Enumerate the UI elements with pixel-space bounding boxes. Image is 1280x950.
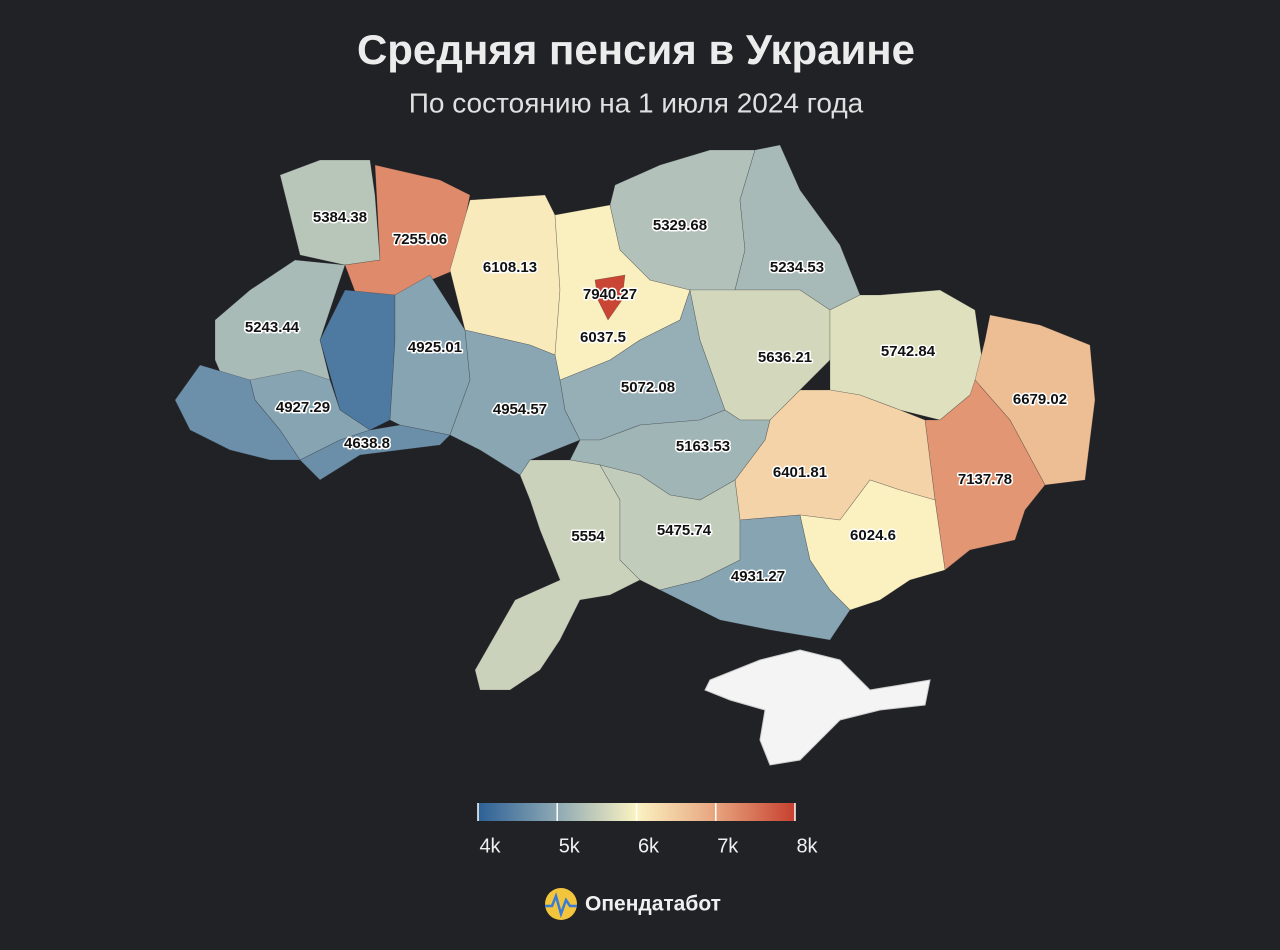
value-label: 6024.6: [850, 527, 896, 544]
value-label: 5243.44: [245, 319, 300, 336]
colorbar-tick-label: 5k: [559, 835, 581, 857]
value-label: 5234.53: [770, 259, 824, 276]
subtitle: По состоянию на 1 июля 2024 года: [409, 87, 864, 118]
colorbar-tick-label: 6k: [638, 835, 660, 857]
value-label: 6037.5: [580, 329, 626, 346]
value-label: 5384.38: [313, 209, 367, 226]
value-label: 5475.74: [657, 522, 712, 539]
colorbar-tick-label: 4k: [479, 835, 501, 857]
value-label: 5742.84: [881, 343, 936, 360]
logo-icon: [545, 888, 577, 920]
value-label: 7137.78: [958, 471, 1012, 488]
region: [974, 314, 1096, 486]
value-label: 5636.21: [758, 349, 812, 366]
regions: [174, 144, 1096, 691]
logo-text: Опендатабот: [585, 893, 721, 916]
region: [174, 364, 301, 461]
colorbar-tick-label: 7k: [717, 835, 739, 857]
value-label: 5329.68: [653, 217, 707, 234]
region: [299, 424, 451, 481]
colorbar-ticks: 4k 5k 6k 7k 8k: [477, 803, 819, 857]
crimea: [704, 649, 931, 766]
value-label: 4638.8: [344, 435, 390, 452]
value-label: 6679.02: [1013, 391, 1067, 408]
logo-icon-line: [545, 892, 577, 919]
title: Средняя пенсия в Украине: [357, 26, 915, 73]
value-label: 4954.57: [493, 401, 547, 418]
value-label: 7940.27: [583, 286, 637, 303]
value-label: 7255.06: [393, 231, 447, 248]
value-label: 5163.53: [676, 438, 730, 455]
colorbar-tick-label: 8k: [796, 835, 818, 857]
value-label: 4931.27: [731, 568, 785, 585]
value-label: 4927.29: [276, 399, 330, 416]
value-label: 5554: [571, 528, 605, 545]
value-label: 6401.81: [773, 464, 827, 481]
region: [594, 274, 626, 321]
value-label: 4925.01: [408, 339, 462, 356]
value-label: 6108.13: [483, 259, 537, 276]
region: [924, 379, 1046, 571]
value-label: 5072.08: [621, 379, 675, 396]
labels: 5384.38 7255.06 6108.13 6037.5 7940.27 5329.6…: [243, 207, 1068, 586]
region: [449, 329, 581, 476]
region: [659, 514, 851, 641]
